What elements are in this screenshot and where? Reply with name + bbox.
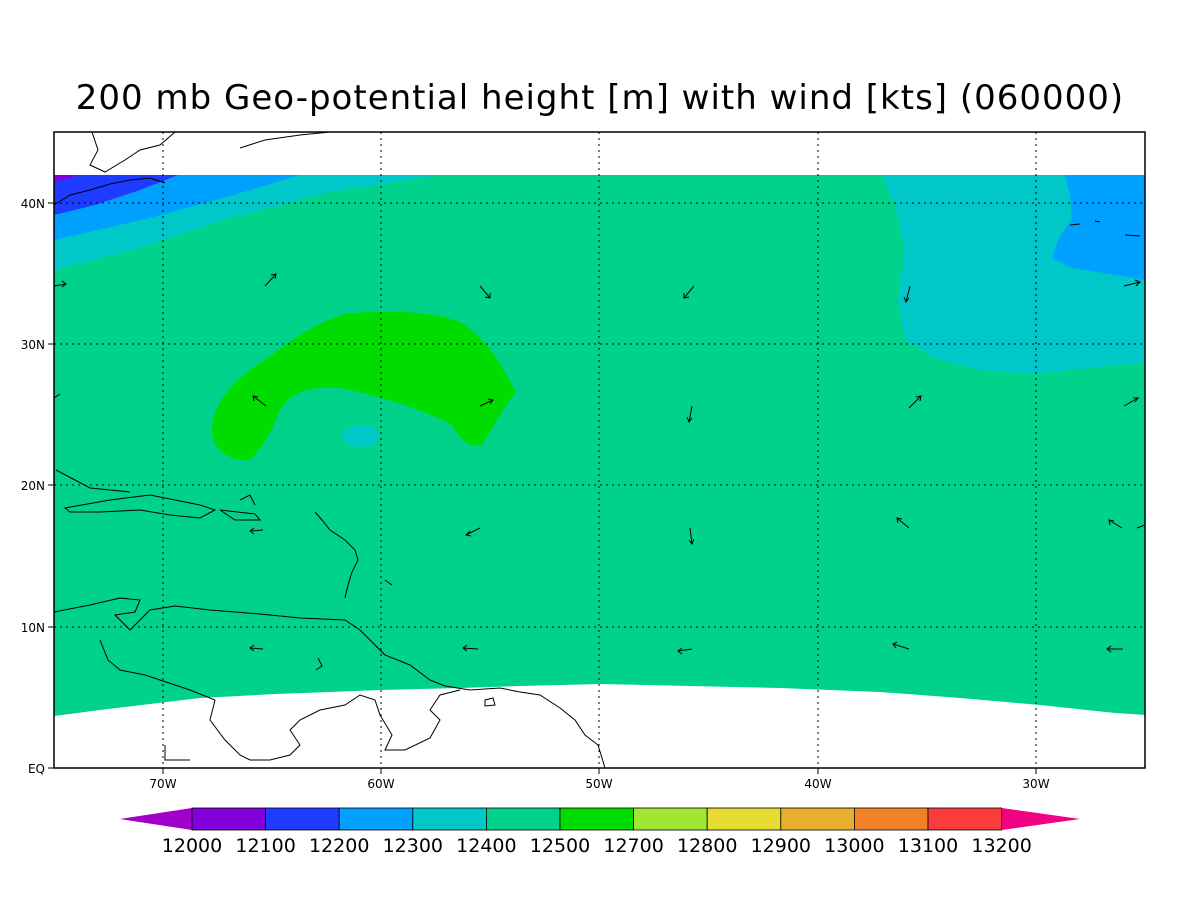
coastlines [54, 132, 1141, 768]
wind-arrow [908, 395, 922, 409]
lat-label: EQ [28, 762, 45, 776]
wind-vectors [54, 273, 1145, 655]
colorbar-swatch [559, 807, 634, 831]
wind-arrow [249, 527, 264, 535]
lat-label: 10N [21, 621, 45, 635]
wind-arrow [1123, 397, 1139, 407]
wind-arrow [249, 644, 264, 652]
wind-arrow [688, 527, 695, 546]
colorbar-label: 13200 [971, 835, 1031, 857]
colorbar-swatch [485, 807, 561, 831]
colorbar-label: 12200 [309, 835, 369, 857]
colorbar-extend-high [1001, 808, 1080, 830]
colorbar [120, 807, 1080, 831]
colorbar-label: 12700 [603, 835, 663, 857]
lat-lon-grid [54, 132, 1145, 768]
wind-arrow [892, 641, 910, 650]
colorbar-label: 13100 [898, 835, 958, 857]
axis-ticks [48, 202, 1037, 774]
colorbar-swatch [412, 807, 487, 831]
colorbar-swatch [780, 807, 855, 831]
lat-axis-labels: 40N 30N 20N 10N EQ [21, 197, 45, 776]
wind-arrow [479, 398, 494, 407]
wind-arrow [896, 517, 910, 529]
lon-label: 30W [1022, 777, 1049, 791]
wind-arrow [54, 393, 61, 399]
wind-arrow [479, 285, 491, 299]
wind-arrow [1108, 519, 1123, 529]
wind-arrow [1136, 524, 1145, 529]
lon-label: 50W [585, 777, 612, 791]
wind-arrow [1123, 279, 1141, 287]
wind-arrow [903, 285, 911, 304]
colorbar-swatch [633, 807, 708, 831]
wind-arrow [683, 285, 695, 299]
lon-label: 70W [149, 777, 176, 791]
colorbar-swatch [854, 807, 929, 831]
colorbar-label: 12800 [677, 835, 737, 857]
colorbar-extend-low [120, 808, 192, 830]
colorbar-label: 12100 [235, 835, 295, 857]
contour-12300-ne [1052, 175, 1145, 280]
lon-label: 60W [367, 777, 394, 791]
contour-12700-arc [212, 311, 516, 461]
chart-title: 200 mb Geo-potential height [m] with win… [75, 78, 1125, 118]
colorbar-swatch [191, 807, 266, 831]
colorbar-swatch [338, 807, 414, 831]
lat-label: 20N [21, 479, 45, 493]
wind-arrow [677, 647, 693, 655]
wind-arrow [54, 280, 67, 288]
colorbar-label: 12500 [530, 835, 590, 857]
contour-12100-nw [54, 175, 80, 182]
contour-12200-nw [54, 175, 178, 215]
colorbar-swatch [265, 807, 340, 831]
wind-arrow [252, 395, 267, 407]
lon-label: 40W [804, 777, 831, 791]
colorbar-label: 13000 [824, 835, 884, 857]
lat-label: 40N [21, 197, 45, 211]
wind-arrow [264, 273, 277, 287]
colorbar-swatch [706, 807, 782, 831]
contour-12400-spot [342, 425, 380, 447]
colorbar-swatch [927, 807, 1002, 831]
wind-arrow [464, 527, 481, 537]
lon-axis-labels: 70W 60W 50W 40W 30W [149, 777, 1049, 791]
wind-arrow [686, 405, 693, 424]
wind-arrow [1106, 645, 1123, 653]
colorbar-labels: 12000 12100 12200 12300 12400 12500 12700 12800… [162, 835, 1032, 857]
colorbar-label: 12900 [751, 835, 811, 857]
lat-label: 30N [21, 338, 45, 352]
colorbar-label: 12300 [383, 835, 443, 857]
colorbar-label: 12000 [162, 835, 222, 857]
colorbar-label: 12400 [456, 835, 516, 857]
wind-arrow [462, 644, 479, 652]
